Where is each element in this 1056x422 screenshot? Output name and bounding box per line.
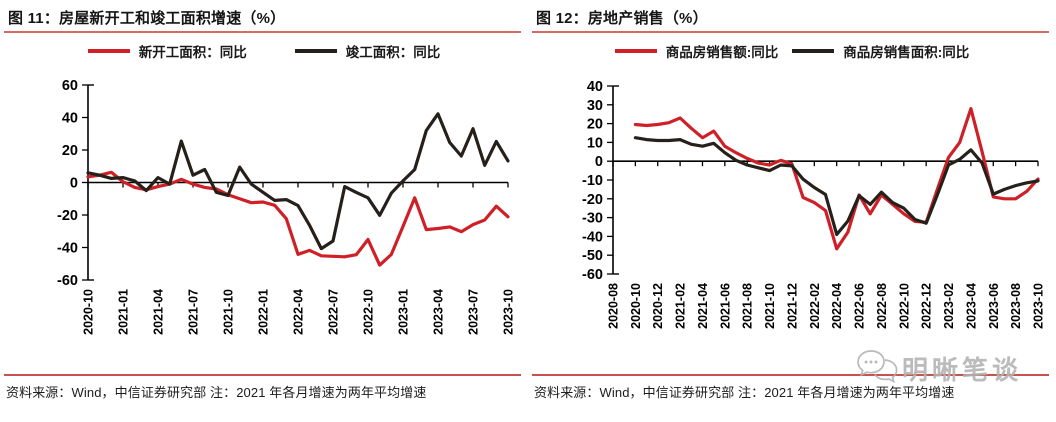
y-tick-label: 0 xyxy=(70,176,78,192)
legend-label: 竣工面积：同比 xyxy=(345,45,441,60)
series-line-0 xyxy=(86,170,510,267)
figure-11-legend: 新开工面积：同比 竣工面积：同比 xyxy=(0,41,528,61)
legend-line-swatch-black xyxy=(792,49,835,53)
figure-12-title-underline xyxy=(532,31,1049,33)
legend-label: 商品房销售面积:同比 xyxy=(843,45,970,60)
x-tick-label: 2021-01 xyxy=(117,289,131,335)
figure-12-chart-canvas: 40 30 20 10 0 -10 -20 -30 -40 -50 -60 2020-08 2020-1… xyxy=(582,79,1046,329)
x-tick-label: 2021-10 xyxy=(222,289,236,335)
figure-11-title-underline xyxy=(4,31,521,33)
x-tick-label: 2023-10 xyxy=(502,289,516,335)
y-tick-label: -10 xyxy=(582,173,603,189)
x-tick-label: 2022-04 xyxy=(830,283,844,329)
legend-item-sales-area: 商品房销售面积:同比 xyxy=(792,41,969,61)
x-tick-label: 2022-08 xyxy=(875,283,889,329)
figure-12-legend: 商品房销售额:同比 商品房销售面积:同比 xyxy=(528,41,1056,61)
x-tick-label: 2021-10 xyxy=(763,283,777,329)
y-tick-label: 30 xyxy=(587,98,603,114)
x-tick-label: 2021-12 xyxy=(785,283,799,329)
figure-11-footer: 资料来源：Wind，中信证券研究部 注：2021 年各月增速为两年平均增速 xyxy=(4,374,521,401)
x-tick-label: 2023-08 xyxy=(1009,283,1023,329)
y-tick-label: 20 xyxy=(62,143,78,159)
series-line-1 xyxy=(633,136,1040,237)
y-tick-label: 10 xyxy=(587,135,603,151)
legend-line-swatch-red xyxy=(614,49,657,53)
legend-item-sales-value: 商品房销售额:同比 xyxy=(614,41,779,61)
x-tick-label: 2023-04 xyxy=(432,289,446,335)
y-tick-label: 40 xyxy=(62,111,78,127)
legend-line-swatch-black xyxy=(294,49,337,53)
x-tick-label: 2022-10 xyxy=(897,283,911,329)
figure-11-chart-canvas: 60 40 20 0 -20 -40 -60 2020-10 2021-01 2021-04 202… xyxy=(57,78,516,335)
figure-11-panel: 图 11：房屋新开工和竣工面积增速（%） 新开工面积：同比 竣工面积：同比 60… xyxy=(0,10,528,401)
y-tick-label: -40 xyxy=(57,241,78,257)
y-tick-label: -50 xyxy=(582,248,603,264)
x-tick-label: 2023-02 xyxy=(942,283,956,329)
y-tick-label: 40 xyxy=(587,79,603,95)
x-tick-label: 2023-07 xyxy=(467,289,481,335)
x-tick-label: 2021-06 xyxy=(718,283,732,329)
figure-12-panel: 图 12：房地产销售（%） 商品房销售额:同比 商品房销售面积:同比 40 30 2… xyxy=(528,0,1056,422)
x-tick-label: 2023-01 xyxy=(397,289,411,335)
series-line-1 xyxy=(86,112,510,251)
x-tick-label: 2021-07 xyxy=(187,289,201,335)
x-tick-label: 2020-12 xyxy=(651,283,665,329)
x-tick-label: 2022-07 xyxy=(327,289,341,335)
x-tick-label: 2023-06 xyxy=(987,283,1001,329)
x-tick-label: 2020-08 xyxy=(607,283,621,329)
x-tick-label: 2022-01 xyxy=(257,289,271,335)
legend-item-completions: 竣工面积：同比 xyxy=(294,41,441,61)
y-tick-label: -40 xyxy=(582,229,603,245)
x-tick-label: 2021-04 xyxy=(696,283,710,329)
y-tick-label: -20 xyxy=(57,208,78,224)
figure-12-footer: 资料来源：Wind，中信证券研究部 注：2021 年各月增速为两年平均增速 xyxy=(532,374,1049,401)
legend-label: 新开工面积：同比 xyxy=(138,45,247,60)
x-tick-label: 2022-12 xyxy=(920,283,934,329)
y-tick-label: -30 xyxy=(582,211,603,227)
x-tick-label: 2022-04 xyxy=(292,289,306,335)
y-tick-label: -60 xyxy=(57,273,78,289)
x-tick-label: 2023-04 xyxy=(964,283,978,329)
x-tick-label: 2022-10 xyxy=(362,289,376,335)
series-line-0 xyxy=(633,107,1040,251)
figure-11-source-note: 资料来源：Wind，中信证券研究部 注：2021 年各月增速为两年平均增速 xyxy=(6,385,427,400)
x-tick-label: 2020-10 xyxy=(82,289,96,335)
y-tick-label: -20 xyxy=(582,192,603,208)
legend-item-new-starts: 新开工面积：同比 xyxy=(87,41,247,61)
y-tick-label: -60 xyxy=(582,267,603,283)
x-tick-label: 2023-10 xyxy=(1032,283,1046,329)
figure-11-title: 图 11：房屋新开工和竣工面积增速（%） xyxy=(8,10,286,27)
x-tick-label: 2022-02 xyxy=(808,283,822,329)
figure-12-title: 图 12：房地产销售（%） xyxy=(536,10,708,27)
y-tick-label: 20 xyxy=(587,117,603,133)
figure-12-source-note: 资料来源：Wind，中信证券研究部 注：2021 年各月增速为两年平均增速 xyxy=(534,385,955,400)
legend-line-swatch-red xyxy=(87,49,130,53)
y-tick-label: 0 xyxy=(595,154,603,170)
x-tick-label: 2020-10 xyxy=(629,283,643,329)
x-tick-label: 2022-06 xyxy=(853,283,867,329)
legend-label: 商品房销售额:同比 xyxy=(665,45,779,60)
x-tick-label: 2021-04 xyxy=(152,289,166,335)
y-tick-label: 60 xyxy=(62,78,78,94)
x-tick-label: 2021-02 xyxy=(674,283,688,329)
x-tick-label: 2021-08 xyxy=(741,283,755,329)
